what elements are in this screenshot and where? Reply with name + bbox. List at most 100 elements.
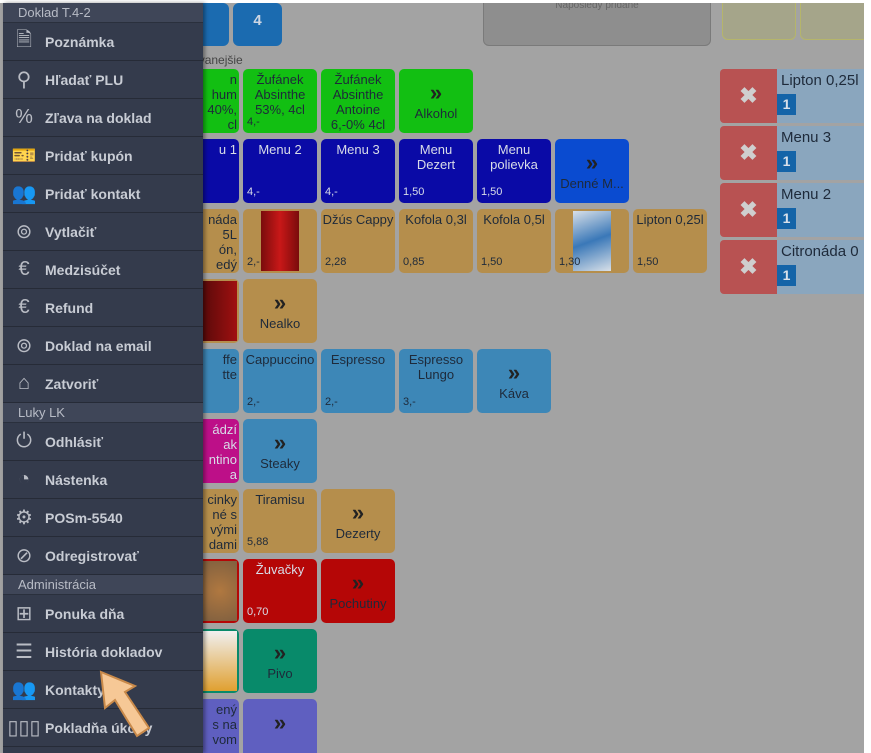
category-tile[interactable]: » Pochutiny [321,559,395,623]
remove-item-button[interactable]: ✖ [720,69,777,123]
sidebar-item[interactable]: ☰ História dokladov [3,633,203,671]
tile-name: Nealko [259,316,301,331]
sidebar-item[interactable]: ⚲ Hľadať PLU [3,61,203,99]
tile-name: Cappuccino [245,352,315,367]
sidebar-item-label: Pridať kontakt [45,185,141,202]
sidebar-item[interactable]: ▯▯▯ Pokladňa úkony [3,709,203,747]
product-tile[interactable]: Kofola 0,3l 0,85 [399,209,473,273]
quick-button-4[interactable]: 4 [233,3,282,46]
product-tile[interactable]: Menu Dezert 1,50 [399,139,473,203]
product-tile[interactable]: Tiramisu 5,88 [243,489,317,553]
category-tile[interactable]: » [243,699,317,753]
list-icon: ☰ [15,641,33,663]
sidebar-item[interactable]: 🗎 Poznámka [3,23,203,61]
sidebar-item[interactable]: ⊘ Odregistrovať [3,537,203,575]
order-line[interactable]: ✖ Menu 3 1 [720,126,864,180]
category-tile[interactable]: » Pivo [243,629,317,693]
product-tile[interactable]: Džús Cappy 2,28 [321,209,395,273]
sidebar-item-label: Kontakty [45,681,105,698]
sidebar-item[interactable]: ⌂ Zatvoriť [3,365,203,403]
order-item-qty: 1 [777,265,796,286]
bar-chart-icon: ▯▯▯ [7,717,41,739]
product-tile[interactable]: Menu polievka 1,50 [477,139,551,203]
category-tile[interactable]: » Alkohol [399,69,473,133]
product-tile[interactable]: Menu 3 4,- [321,139,395,203]
tile-name: Menu polievka [490,142,538,172]
order-line[interactable]: ✖ Citronáda 0 1 [720,240,864,294]
percent-icon: % [15,106,33,128]
category-tile[interactable]: » Nealko [243,279,317,343]
product-tile[interactable]: Žuvačky 0,70 [243,559,317,623]
order-line[interactable]: ✖ Menu 2 1 [720,183,864,237]
coca-cola-can-image [261,211,299,271]
sidebar-item-label: Medzisúčet [45,261,121,278]
order-line-body[interactable]: Menu 3 1 [777,126,864,180]
tile-name: Dezerty [335,526,381,541]
chevron-double-right-icon: » [351,570,365,595]
sidebar-item[interactable]: ⊚ Vytlačiť [3,213,203,251]
sidebar-section-header: Doklad T.4-2 [3,3,203,23]
order-item-qty: 1 [777,151,796,172]
remove-item-button[interactable]: ✖ [720,183,777,237]
product-tile[interactable]: 1,30 [555,209,629,273]
sidebar-item-label: Pridať kupón [45,147,133,164]
product-tile[interactable]: Espresso 2,- [321,349,395,413]
sidebar-item[interactable]: ⊚ Doklad na email [3,327,203,365]
sidebar-item[interactable]: 👥 Kontakty [3,671,203,709]
sidebar-item-label: Odregistrovať [45,547,139,564]
top-tile-b[interactable] [800,3,864,40]
order-item-name: Menu 2 [781,186,832,203]
top-tile-a[interactable] [722,3,796,40]
home-icon: ⌂ [17,372,31,394]
category-tile[interactable]: » Steaky [243,419,317,483]
coupon-icon: 🎫 [11,145,37,167]
chevron-double-right-icon: » [429,80,443,105]
category-tile[interactable]: » Káva [477,349,551,413]
product-tile[interactable]: Cappuccino 2,- [243,349,317,413]
tile-name: cinky né s vými dami [207,492,237,552]
tile-name: u 1 [218,142,237,157]
sidebar-item-label: Refund [45,299,94,316]
product-tile[interactable]: Lipton 0,25l 1,50 [633,209,707,273]
pointer-arrow-icon [99,670,151,738]
sidebar-item-label: POSm-5540 [45,509,123,526]
sidebar-item[interactable]: € Medzisúčet [3,251,203,289]
ice-tea-image [573,211,611,271]
power-icon: ⏻ [16,430,32,452]
sidebar-item[interactable]: ⊞ Ponuka dňa [3,595,203,633]
order-line-body[interactable]: Lipton 0,25l 1 [777,69,864,123]
sidebar-item[interactable]: ⏻ Odhlásiť [3,423,203,461]
product-tile[interactable]: Kofola 0,5l 1,50 [477,209,551,273]
peanuts-image [203,561,237,621]
category-tile[interactable]: » Denné M... [555,139,629,203]
product-tile[interactable]: 2,- [243,209,317,273]
print-icon: ⊚ [15,221,33,243]
tile-name: Žuvačky [255,562,305,577]
product-tile[interactable]: Žufánek Absinthe 53%, 4cl 4,- [243,69,317,133]
tile-name: Espresso Lungo [408,352,464,382]
order-line-body[interactable]: Citronáda 0 1 [777,240,864,294]
sidebar-menu: Doklad T.4-2 🗎 Poznámka ⚲ Hľadať PLU% Zľava n… [3,3,203,753]
sidebar-item[interactable]: 🎫 Pridať kupón [3,137,203,175]
category-tile[interactable]: » Dezerty [321,489,395,553]
tile-name: n hum 40%, cl [207,72,237,132]
sidebar-item-label: História dokladov [45,643,163,660]
sidebar-item[interactable]: % Zľava na doklad [3,99,203,137]
order-line[interactable]: ✖ Lipton 0,25l 1 [720,69,864,123]
order-line-body[interactable]: Menu 2 1 [777,183,864,237]
sidebar-item[interactable]: € Refund [3,289,203,327]
tile-price: 2,28 [325,256,347,268]
email-receipt-icon: ⊚ [15,335,33,357]
product-tile[interactable]: Menu 2 4,- [243,139,317,203]
remove-item-button[interactable]: ✖ [720,126,777,180]
product-tile[interactable]: Espresso Lungo 3,- [399,349,473,413]
sidebar-item[interactable]: ⚙ POSm-5540 [3,499,203,537]
sidebar-item[interactable]: ◔ Nástenka [3,461,203,499]
product-tile[interactable]: Žufánek Absinthe Antoine 6,-0% 4cl [321,69,395,133]
sidebar-item-label: Zatvoriť [45,375,99,392]
order-item-name: Menu 3 [781,129,832,146]
tile-name: Pivo [267,666,293,681]
tile-name: Menu 3 [336,142,380,157]
sidebar-item[interactable]: 👥 Pridať kontakt [3,175,203,213]
remove-item-button[interactable]: ✖ [720,240,777,294]
